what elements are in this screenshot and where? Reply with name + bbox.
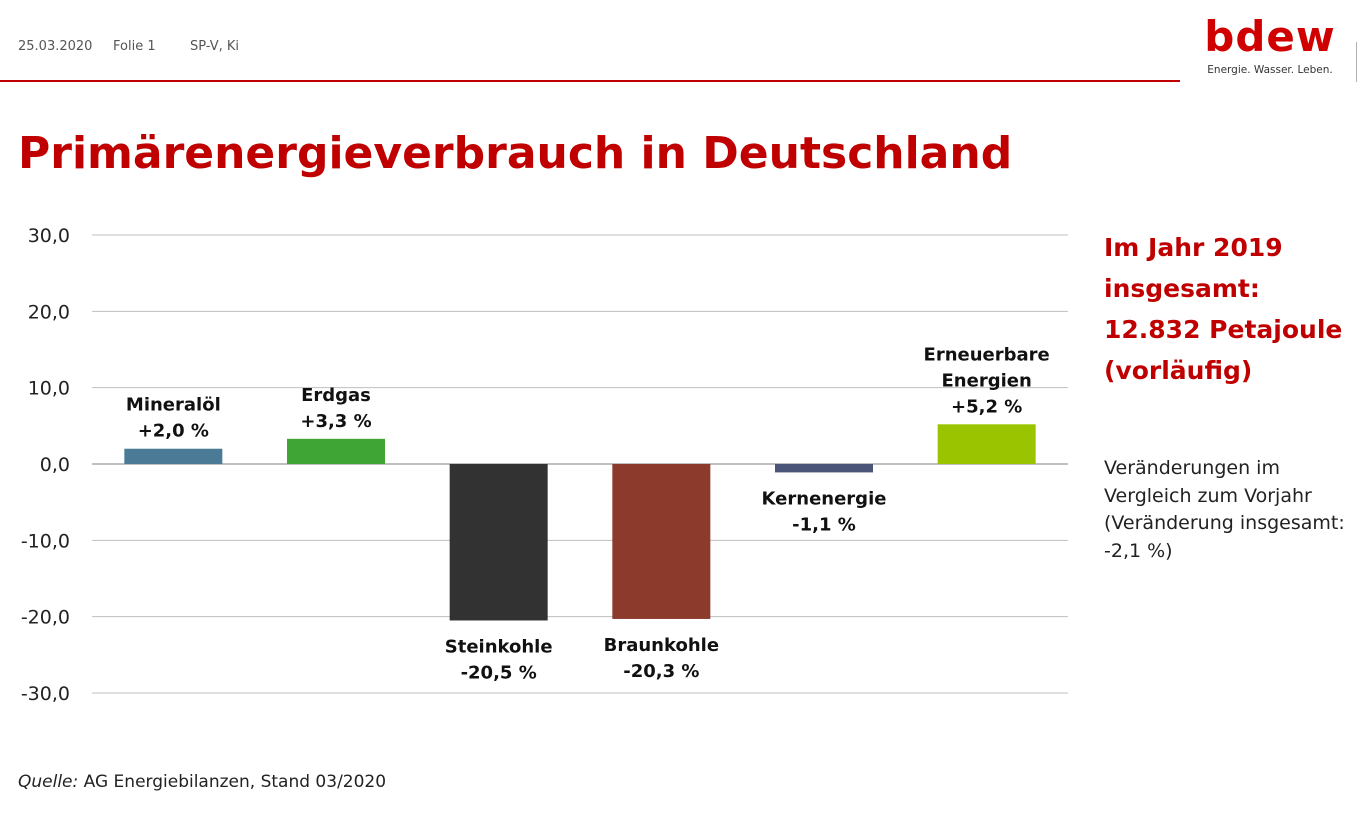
total-line: 12.832 Petajoule	[1104, 315, 1343, 344]
bar	[287, 438, 385, 464]
total-line: insgesamt:	[1104, 274, 1260, 303]
bar-label-line: +3,3 %	[300, 411, 371, 432]
bar-label: Erdgas +3,3 %	[300, 385, 371, 432]
y-tick-label: 20,0	[28, 301, 70, 323]
change-note-panel: Veränderungen im Vergleich zum Vorjahr (…	[1104, 455, 1359, 565]
note-line: Vergleich zum Vorjahr	[1104, 484, 1312, 507]
bar	[937, 424, 1036, 464]
bar	[124, 448, 223, 464]
slide-author: SP-V, Ki	[190, 39, 240, 54]
note-line: (Veränderung insgesamt:	[1104, 512, 1345, 534]
bar-label-line: Erdgas	[301, 385, 371, 406]
bar-label-line: Energien	[942, 370, 1032, 391]
bar-label-line: +2,0 %	[138, 421, 209, 442]
bar	[775, 464, 873, 473]
header-divider	[1356, 42, 1357, 82]
bar-label-line: Mineralöl	[126, 395, 221, 416]
y-tick-label: -30,0	[21, 683, 70, 705]
source-note: Quelle: AG Energiebilanzen, Stand 03/202…	[18, 772, 386, 792]
note-line: -2,1 %)	[1104, 539, 1173, 562]
bar-label-line: +5,2 %	[951, 396, 1022, 417]
y-tick-label: 10,0	[28, 378, 70, 400]
page-title: Primärenergieverbrauch in Deutschland	[18, 128, 1013, 179]
source-label: Quelle:	[18, 772, 79, 792]
note-line: Veränderungen im	[1104, 457, 1280, 479]
bar-label-line: Erneuerbare	[924, 344, 1050, 365]
total-consumption-panel: Im Jahr 2019 insgesamt: 12.832 Petajoule…	[1104, 227, 1354, 391]
bar-label: Steinkohle -20,5 %	[445, 636, 553, 683]
bar	[449, 464, 548, 621]
bar-label-line: -20,5 %	[461, 662, 537, 683]
bar-chart: 30,0 20,0 10,0 0,0 -10,0 -20,0 -30,0 Mineralöl +…	[21, 225, 1068, 705]
total-line: (vorläufig)	[1104, 356, 1253, 385]
y-tick-label: 30,0	[28, 225, 70, 247]
bar-label-line: -20,3 %	[623, 661, 699, 682]
slide-date: 25.03.2020	[18, 39, 93, 54]
bdew-logo: bdew Energie. Wasser. Leben.	[1202, 12, 1338, 77]
bar-label: Mineralöl +2,0 %	[126, 395, 221, 442]
bar-label-line: Braunkohle	[604, 635, 719, 656]
total-line: Im Jahr 2019	[1104, 233, 1283, 262]
y-tick-label: -20,0	[21, 607, 70, 629]
bar	[612, 464, 711, 619]
logo-wordmark: bdew	[1204, 12, 1336, 61]
bar-label: Braunkohle -20,3 %	[604, 635, 719, 682]
bar-label-line: Steinkohle	[445, 636, 553, 657]
y-tick-label: -10,0	[21, 530, 70, 552]
logo-tagline: Energie. Wasser. Leben.	[1207, 64, 1333, 76]
header-rule	[0, 80, 1180, 82]
slide-number: Folie 1	[113, 39, 156, 54]
bar-label-line: -1,1 %	[792, 514, 856, 535]
bar-label: Erneuerbare Energien +5,2 %	[924, 344, 1050, 417]
y-tick-label: 0,0	[40, 454, 70, 476]
bar-label: Kernenergie -1,1 %	[762, 488, 887, 535]
bar-label-line: Kernenergie	[762, 488, 887, 509]
source-text: AG Energiebilanzen, Stand 03/2020	[78, 772, 387, 792]
